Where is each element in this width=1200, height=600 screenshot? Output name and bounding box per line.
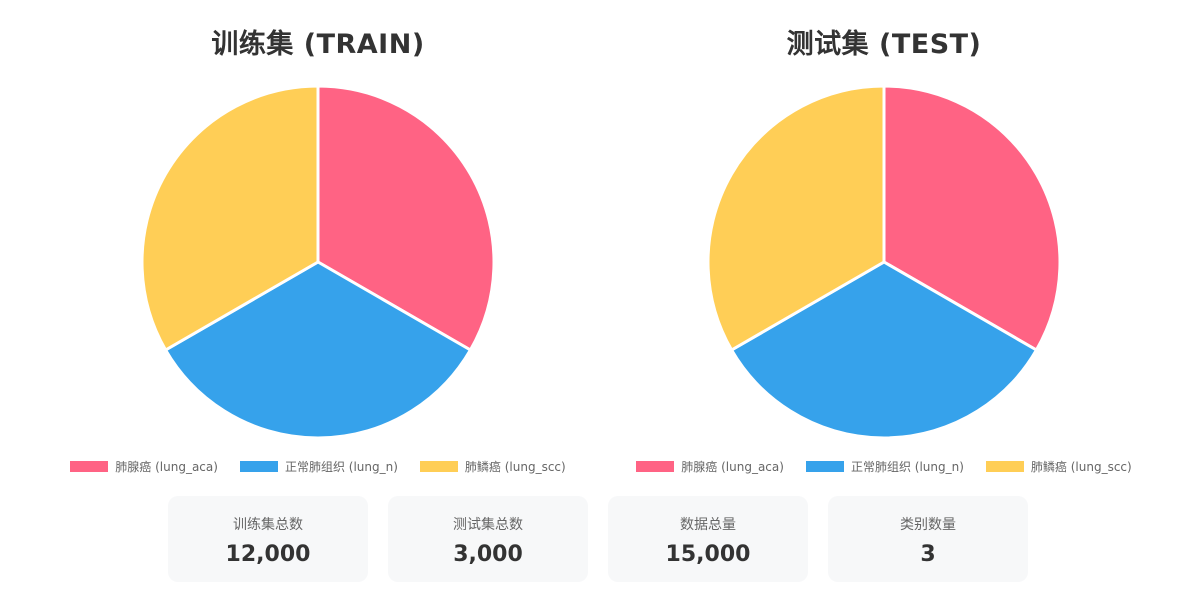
test-legend: 肺腺癌 (lung_aca) 正常肺组织 (lung_n) 肺鳞癌 (lung_… (584, 458, 1184, 475)
legend-swatch (239, 461, 278, 472)
stat-label: 训练集总数 (233, 517, 303, 533)
legend-label: 肺腺癌 (lung_aca) (115, 460, 218, 474)
stat-label: 数据总量 (680, 517, 736, 533)
train-legend-item-lung-aca[interactable]: 肺腺癌 (lung_aca) (70, 458, 218, 475)
stat-card-test-total: 测试集总数 3,000 (388, 496, 588, 582)
stat-card-class-count: 类别数量 3 (828, 496, 1028, 582)
pie-slice-lung-aca[interactable] (882, 84, 1062, 352)
legend-swatch (805, 461, 844, 472)
stat-card-data-total: 数据总量 15,000 (608, 496, 808, 582)
train-pie-svg (140, 84, 496, 440)
legend-label: 肺鳞癌 (lung_scc) (1030, 460, 1132, 474)
stat-label: 测试集总数 (453, 517, 523, 533)
test-legend-item-lung-scc[interactable]: 肺鳞癌 (lung_scc) (985, 458, 1132, 475)
legend-swatch (70, 461, 109, 472)
stat-value: 3 (920, 542, 936, 567)
test-chart-title: 测试集 (TEST) (786, 29, 982, 60)
legend-swatch (419, 461, 458, 472)
train-chart-title: 训练集 (TRAIN) (211, 29, 425, 60)
pie-slice-lung-scc[interactable] (706, 84, 886, 352)
test-legend-item-lung-n[interactable]: 正常肺组织 (lung_n) (805, 458, 964, 475)
stat-value: 12,000 (225, 542, 311, 567)
pie-slice-lung-scc[interactable] (140, 84, 320, 352)
train-legend: 肺腺癌 (lung_aca) 正常肺组织 (lung_n) 肺鳞癌 (lung_… (18, 458, 618, 475)
legend-label: 肺鳞癌 (lung_scc) (464, 460, 566, 474)
train-legend-item-lung-scc[interactable]: 肺鳞癌 (lung_scc) (419, 458, 566, 475)
pie-slice-lung-n[interactable] (164, 260, 472, 440)
pie-slice-lung-aca[interactable] (316, 84, 496, 352)
pie-slice-lung-n[interactable] (730, 260, 1038, 440)
stat-value: 15,000 (665, 542, 751, 567)
stats-row: 训练集总数 12,000 测试集总数 3,000 数据总量 15,000 类别数… (168, 496, 1028, 582)
test-legend-item-lung-aca[interactable]: 肺腺癌 (lung_aca) (636, 458, 784, 475)
legend-label: 正常肺组织 (lung_n) (850, 460, 964, 474)
test-pie-chart: 测试集 (TEST) 肺腺癌 (lung_aca) 正常肺组织 (lung_n)… (584, 0, 1184, 490)
legend-label: 正常肺组织 (lung_n) (284, 460, 398, 474)
train-legend-item-lung-n[interactable]: 正常肺组织 (lung_n) (239, 458, 398, 475)
legend-label: 肺腺癌 (lung_aca) (681, 460, 784, 474)
stat-card-train-total: 训练集总数 12,000 (168, 496, 368, 582)
legend-swatch (636, 461, 675, 472)
legend-swatch (985, 461, 1024, 472)
stat-label: 类别数量 (900, 517, 956, 533)
test-pie-svg (706, 84, 1062, 440)
stat-value: 3,000 (453, 542, 523, 567)
train-pie-chart: 训练集 (TRAIN) 肺腺癌 (lung_aca) 正常肺组织 (lung_n… (18, 0, 618, 490)
